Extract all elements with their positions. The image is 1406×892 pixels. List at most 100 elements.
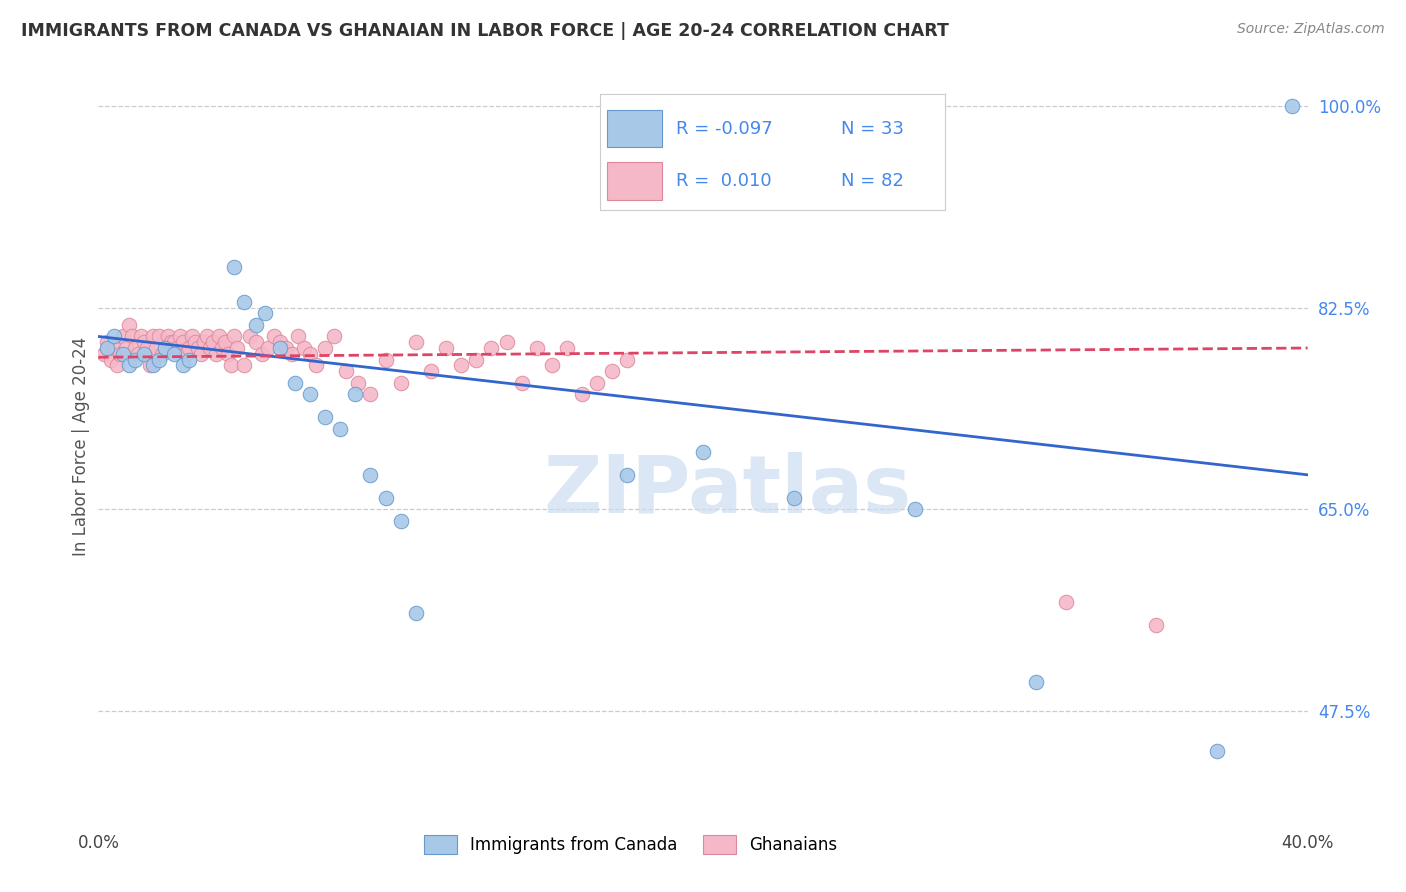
Point [195, 329, 218, 343]
Point [124, 341, 146, 355]
Point [181, 329, 204, 343]
Text: ZIPatlas: ZIPatlas [543, 452, 911, 530]
Point [555, 341, 578, 355]
Point [103, 329, 125, 343]
Point [111, 329, 134, 343]
Point [166, 341, 188, 355]
Point [145, 341, 167, 355]
Point [1144, 617, 1167, 632]
Point [232, 359, 254, 373]
Point [292, 341, 315, 355]
Point [174, 347, 197, 361]
Point [202, 335, 225, 350]
Point [904, 502, 927, 516]
Point [179, 352, 201, 367]
Point [172, 335, 194, 350]
Point [127, 347, 149, 361]
Point [314, 410, 336, 425]
Point [335, 364, 357, 378]
Point [347, 376, 370, 390]
Point [100, 352, 122, 367]
Point [139, 359, 162, 373]
Point [389, 376, 412, 390]
Point [153, 341, 176, 355]
Point [256, 341, 278, 355]
Point [269, 335, 291, 350]
Point [783, 491, 806, 505]
Point [314, 341, 336, 355]
Point [214, 335, 236, 350]
Point [540, 359, 562, 373]
Point [253, 306, 276, 320]
Point [281, 347, 304, 361]
Text: IMMIGRANTS FROM CANADA VS GHANAIAN IN LABOR FORCE | AGE 20-24 CORRELATION CHART: IMMIGRANTS FROM CANADA VS GHANAIAN IN LA… [21, 22, 949, 40]
Point [108, 347, 131, 361]
Point [299, 387, 322, 401]
Point [1024, 675, 1046, 690]
Point [187, 341, 209, 355]
Point [1054, 594, 1077, 608]
Point [93, 347, 115, 361]
Point [434, 341, 457, 355]
Point [121, 329, 143, 343]
Point [96, 341, 118, 355]
Point [250, 347, 273, 361]
Point [169, 329, 191, 343]
Point [481, 341, 503, 355]
Point [135, 341, 157, 355]
Point [586, 376, 609, 390]
Point [208, 329, 231, 343]
Point [190, 347, 212, 361]
Point [148, 352, 170, 367]
Point [163, 335, 186, 350]
Point [160, 335, 183, 350]
Point [226, 341, 249, 355]
Point [156, 329, 179, 343]
Point [200, 341, 222, 355]
Point [114, 341, 136, 355]
Point [616, 467, 638, 482]
Point [284, 376, 307, 390]
Point [124, 352, 146, 367]
Point [163, 347, 186, 361]
Point [245, 318, 267, 332]
Point [692, 444, 714, 458]
Point [305, 359, 328, 373]
Point [245, 335, 267, 350]
Point [118, 318, 141, 332]
Point [450, 359, 472, 373]
Text: Source: ZipAtlas.com: Source: ZipAtlas.com [1237, 22, 1385, 37]
Point [495, 335, 517, 350]
Point [374, 352, 396, 367]
Point [211, 341, 233, 355]
Point [323, 329, 346, 343]
Point [287, 329, 309, 343]
Point [616, 352, 638, 367]
Point [374, 491, 396, 505]
Point [602, 364, 624, 378]
Point [184, 335, 207, 350]
Y-axis label: In Labor Force | Age 20-24: In Labor Force | Age 20-24 [72, 336, 90, 556]
Point [405, 606, 427, 620]
Point [269, 341, 291, 355]
Point [526, 341, 548, 355]
Point [118, 359, 141, 373]
Point [232, 294, 254, 309]
Point [105, 359, 128, 373]
Point [344, 387, 367, 401]
Point [465, 352, 488, 367]
Point [360, 387, 382, 401]
Point [129, 329, 152, 343]
Point [142, 359, 165, 373]
Point [96, 335, 118, 350]
Point [111, 347, 134, 361]
Point [179, 341, 201, 355]
Legend: Immigrants from Canada, Ghanaians: Immigrants from Canada, Ghanaians [416, 829, 844, 861]
Point [150, 347, 173, 361]
Point [1281, 99, 1303, 113]
Point [142, 329, 165, 343]
Point [132, 335, 155, 350]
Point [360, 467, 382, 482]
Point [103, 341, 125, 355]
Point [263, 329, 285, 343]
